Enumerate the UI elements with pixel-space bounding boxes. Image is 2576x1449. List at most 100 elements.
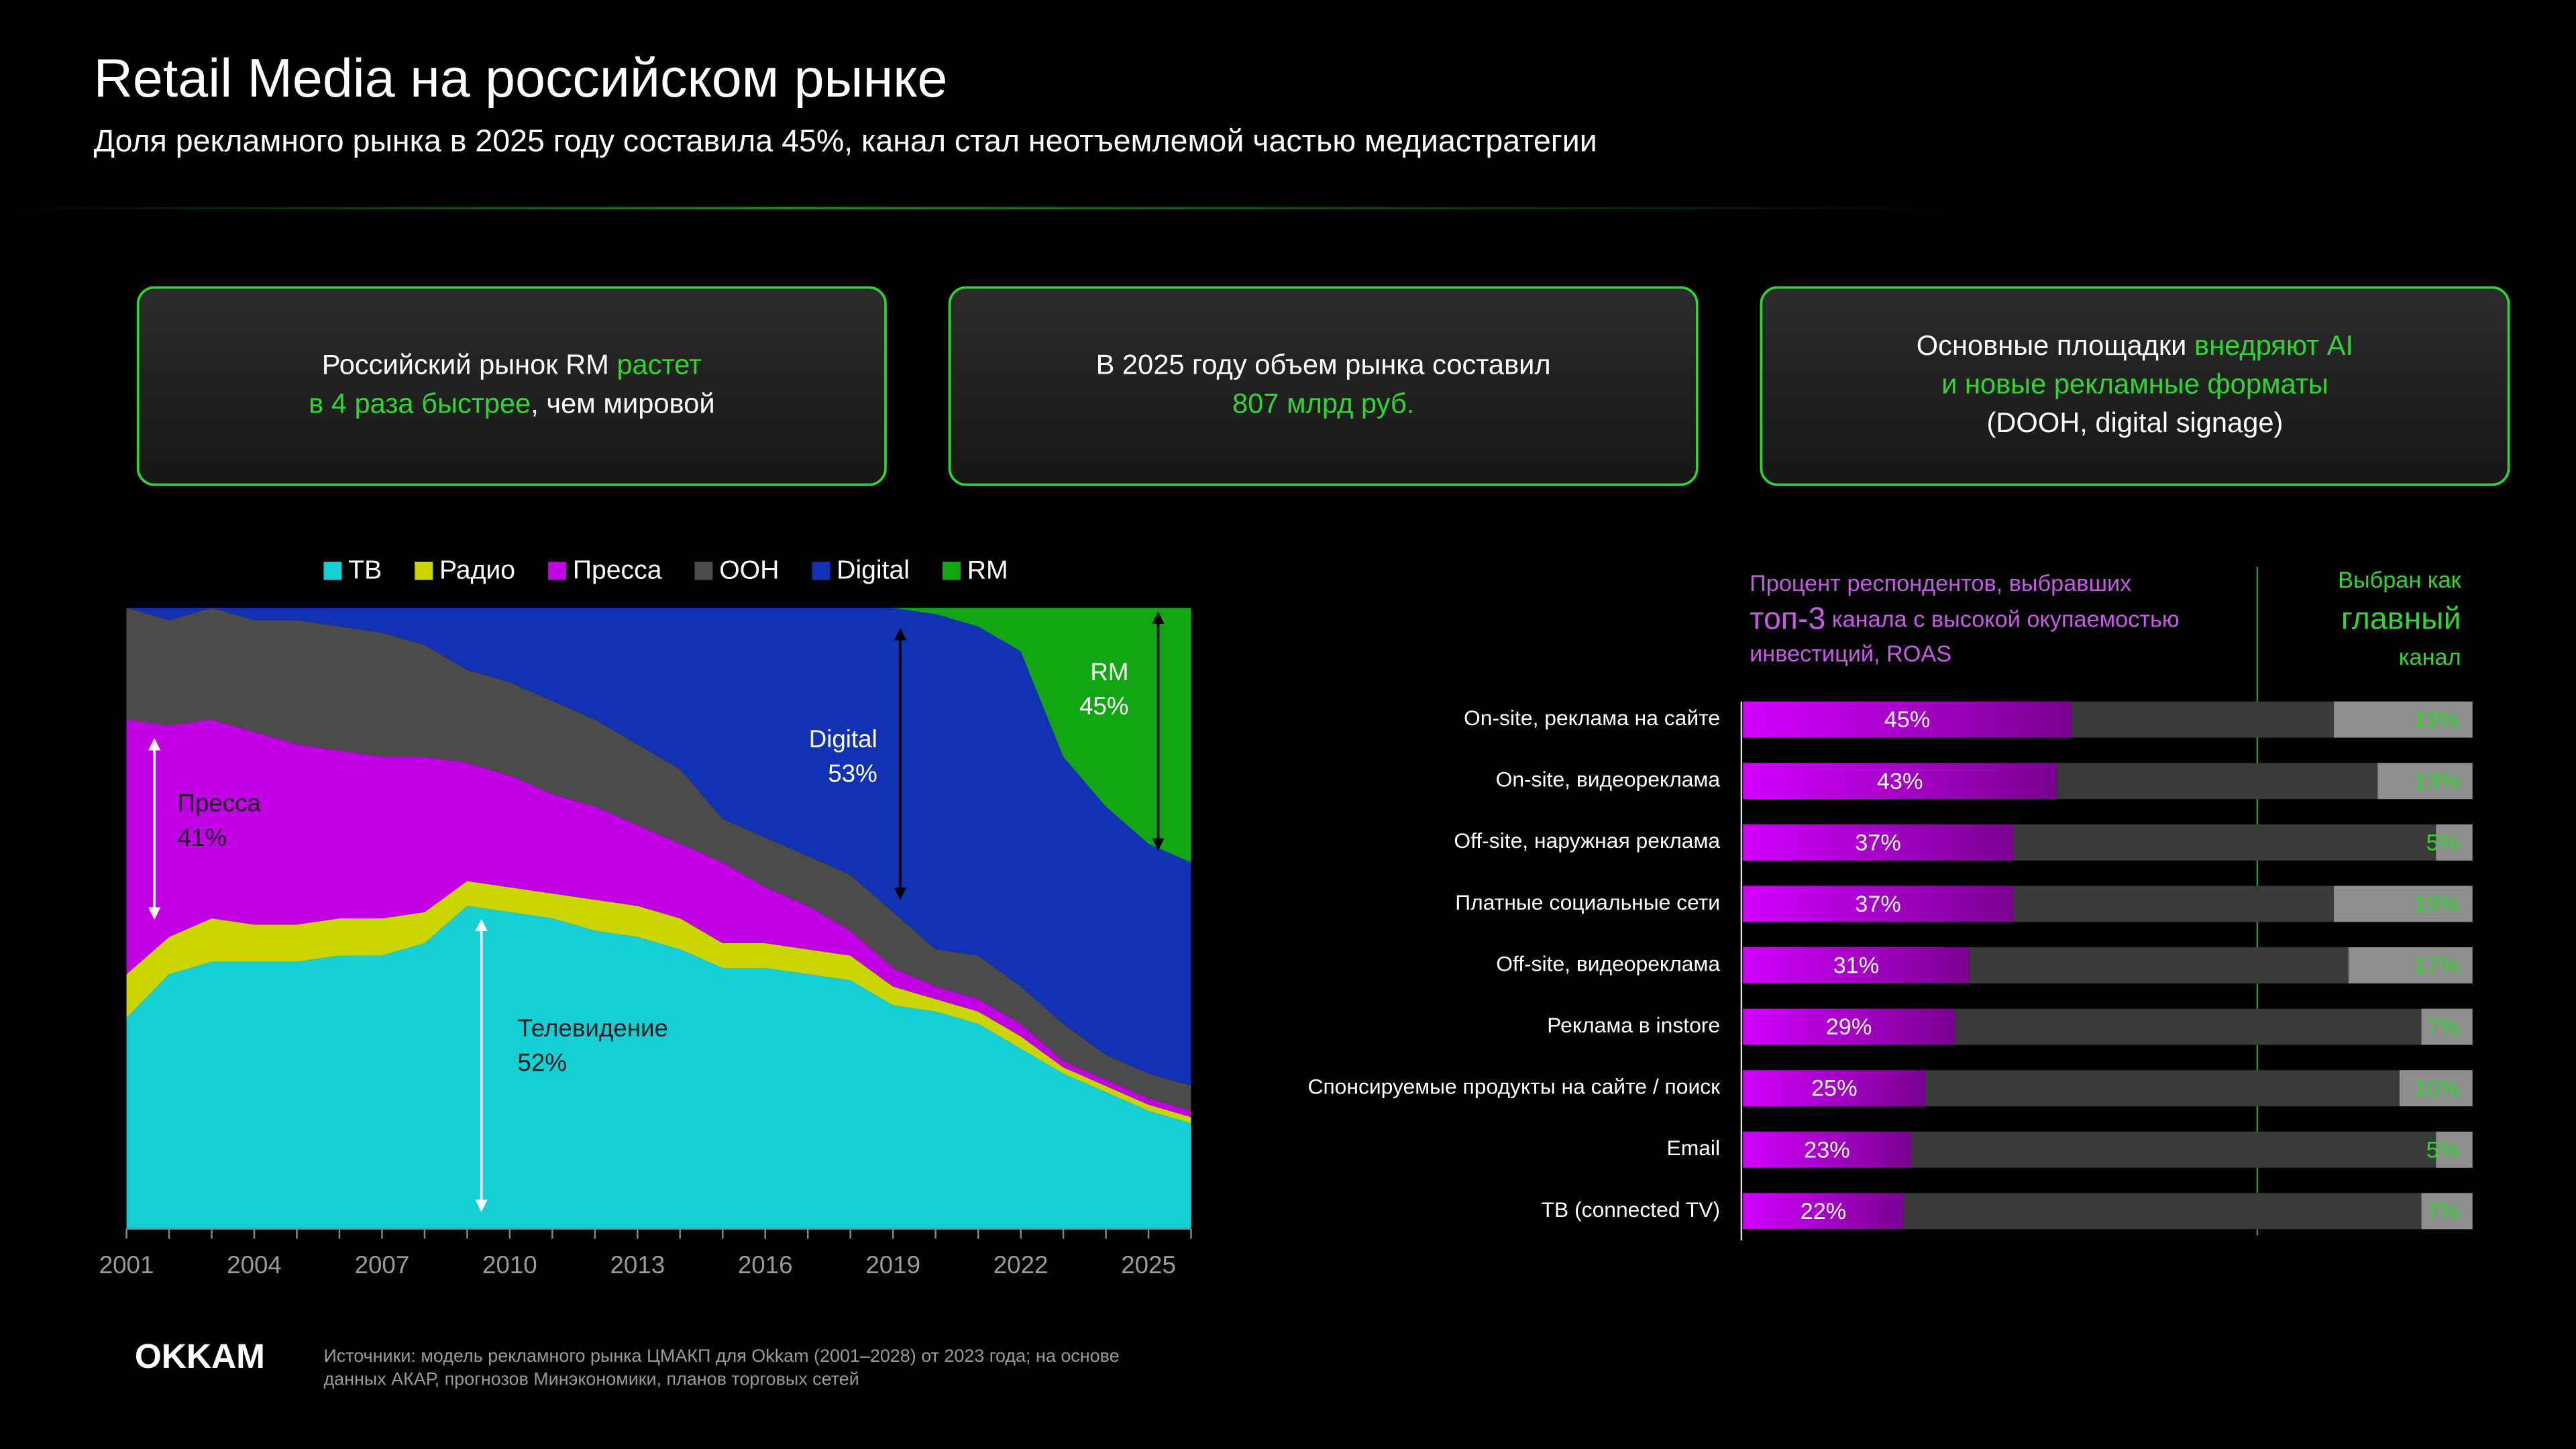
legend-label: RM [967, 556, 1008, 585]
bar [2399, 1070, 2473, 1107]
bar-value-label: 5% [2426, 1137, 2460, 1163]
series-header-part: канал [2399, 645, 2461, 670]
legend-label: Радио [439, 556, 515, 585]
series-header: инвестиций, ROAS [1750, 641, 1951, 667]
y-tick-label: Off-site, наружная реклама [1454, 828, 1720, 853]
bar-value-label: 43% [1877, 769, 1923, 794]
card-text: и новые рекламные форматы [1941, 368, 2328, 400]
annotation: Телевидение [517, 1014, 668, 1042]
card-text: Основные площадки внедряют AI [1917, 329, 2353, 361]
series-header: Процент респондентов, выбравших [1750, 571, 2131, 596]
legend-swatch [323, 561, 342, 580]
bar-value-label: 31% [1833, 953, 1880, 979]
bar [2421, 1193, 2473, 1230]
x-tick-label: 2022 [994, 1251, 1049, 1279]
x-tick-label: 2016 [738, 1251, 793, 1279]
series-header-part: Процент респондентов, выбравших [1750, 571, 2131, 596]
bar [1743, 1008, 1955, 1045]
y-tick-label: Off-site, видеореклама [1496, 951, 1720, 975]
bar [2436, 824, 2473, 861]
title: Retail Media на российском рынке [94, 48, 948, 109]
series-header-part: инвестиций, ROAS [1750, 641, 1951, 667]
area-chart: 2001 2004 2007 2010 2013 2016 2019 2022 2025 Прес… [99, 556, 1192, 1279]
area-series [126, 608, 1191, 1086]
legend-swatch [812, 561, 830, 580]
bar-value-label: 5% [2426, 830, 2460, 855]
card-text-part: внедряют AI [2194, 329, 2353, 361]
bar-value-label: 45% [1884, 707, 1931, 733]
bar-value-label: 22% [1801, 1199, 1847, 1224]
bar [2334, 885, 2473, 922]
area-series [126, 608, 1191, 1111]
legend-swatch [415, 561, 433, 580]
series-header: Выбран как [2338, 568, 2461, 593]
series-header-part: топ-3 [1750, 601, 1825, 636]
card-text-part: Основные площадки [1917, 329, 2194, 361]
bar-value-label: 17% [2414, 953, 2460, 979]
bar [2334, 701, 2473, 738]
bar-value-label: 13% [2414, 769, 2460, 794]
bar [1743, 763, 2057, 800]
card [948, 286, 1699, 486]
card-text: Российский рынок RM растет [322, 349, 702, 380]
bar-value-label: 37% [1855, 892, 1901, 917]
bar-chart: Процент респондентов, выбравших топ-3 кан… [1307, 566, 2473, 1240]
card-text: в 4 раза быстрее, чем мировой [309, 387, 715, 419]
card [1760, 286, 2510, 486]
x-tick-label: 2019 [865, 1251, 920, 1279]
card-text-part: и новые рекламные форматы [1941, 368, 2328, 400]
x-tick-label: 2007 [355, 1251, 410, 1279]
card-text-part: в 4 раза быстрее [309, 387, 531, 419]
source-line: Источники: модель рекламного рынка ЦМАКП… [323, 1346, 1119, 1366]
annotation: RM [1090, 658, 1128, 686]
cards: Российский рынок RM растет в 4 раза быстр… [136, 286, 2510, 486]
bar-value-label: 7% [2426, 1199, 2460, 1224]
legend-label: OOH [719, 556, 779, 585]
card-text-part: Российский рынок RM [322, 349, 617, 380]
x-tick-label: 2004 [227, 1251, 282, 1279]
y-tick-label: On-site, видеореклама [1496, 767, 1721, 792]
area-series [126, 719, 1191, 1118]
bar [1743, 1070, 1926, 1107]
header-rule [0, 207, 1972, 210]
x-tick-label: 2025 [1121, 1251, 1176, 1279]
bar-value-label: 7% [2426, 1014, 2460, 1040]
series-header: канал [2399, 645, 2461, 670]
y-tick-label: ТВ (connected TV) [1542, 1197, 1721, 1222]
card-text-part: (DOOH, digital signage) [1987, 407, 2284, 438]
annotation: 53% [828, 760, 877, 788]
legend-label: Digital [837, 556, 910, 585]
bar [1743, 947, 1970, 983]
y-tick-label: Платные социальные сети [1455, 890, 1720, 914]
y-tick-label: Спонсируемые продукты на сайте / поиск [1307, 1075, 1721, 1099]
area-series [126, 881, 1191, 1124]
bar-value-label: 19% [2414, 707, 2460, 733]
card-text-part: растет [616, 349, 702, 380]
card-text: В 2025 году объем рынка составил [1096, 349, 1551, 380]
bar [2377, 763, 2473, 800]
annotation: 45% [1079, 692, 1129, 720]
x-tick-label: 2001 [99, 1251, 154, 1279]
legend-label: ТВ [348, 556, 382, 585]
bar [2421, 1008, 2473, 1045]
annotation: 41% [177, 824, 227, 851]
logo: OKKAM [135, 1336, 265, 1375]
legend-swatch [694, 561, 713, 580]
bar-value-label: 10% [2414, 1076, 2460, 1102]
card-text-part: , чем мировой [531, 387, 714, 419]
series-header-part: канала с высокой окупаемостью [1825, 607, 2179, 633]
y-tick-label: Реклама в instore [1547, 1013, 1720, 1037]
bar [1743, 1131, 1911, 1168]
source-line: данных АКАР, прогнозов Минэкономики, пла… [323, 1368, 859, 1389]
legend-swatch [943, 561, 961, 580]
annotation: Digital [809, 725, 877, 753]
bar [1743, 885, 2013, 922]
bar-value-label: 19% [2414, 892, 2460, 917]
subtitle: Доля рекламного рынка в 2025 году состав… [94, 123, 1597, 158]
bar [2348, 947, 2473, 983]
legend-label: Пресса [573, 556, 662, 585]
card-text-part: В 2025 году объем рынка составил [1096, 349, 1551, 380]
